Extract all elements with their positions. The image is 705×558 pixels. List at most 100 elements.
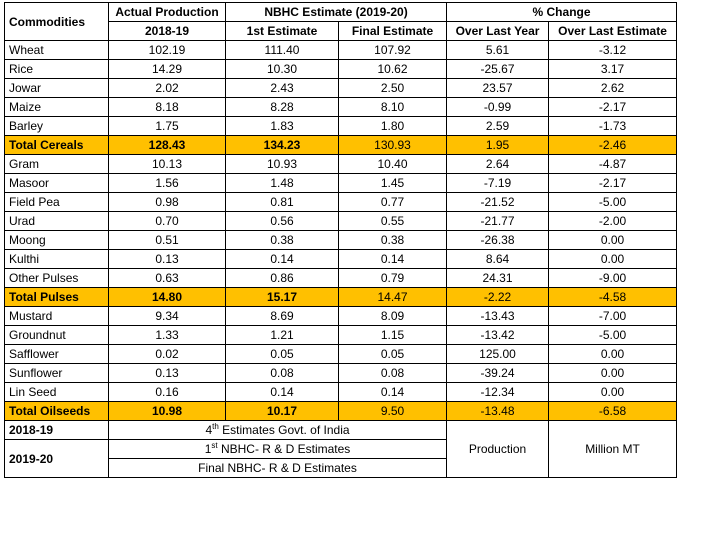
value-cell: -2.17 bbox=[548, 97, 678, 117]
commodity-name: Gram bbox=[4, 154, 109, 174]
value-cell: 0.70 bbox=[108, 211, 226, 231]
note-text: Estimates Govt. of India bbox=[218, 423, 350, 437]
header-cell: % Change bbox=[446, 2, 678, 22]
value-cell: 0.14 bbox=[225, 382, 339, 402]
value-cell: 1.15 bbox=[337, 325, 448, 345]
note-number: 1 bbox=[204, 442, 212, 456]
value-cell: 0.02 bbox=[108, 344, 226, 364]
data-row: Jowar 2.02 2.43 2.50 23.57 2.62 bbox=[4, 78, 678, 98]
value-cell: 1.56 bbox=[108, 173, 226, 193]
header-cell: Commodities bbox=[4, 2, 109, 41]
value-cell: 0.56 bbox=[225, 211, 339, 231]
value-cell: 1.80 bbox=[337, 116, 448, 136]
value-cell: 0.00 bbox=[548, 230, 678, 250]
value-cell: -0.99 bbox=[446, 97, 550, 117]
value-cell: 0.13 bbox=[108, 363, 226, 383]
note-suffix: st bbox=[211, 441, 218, 450]
value-cell: -4.58 bbox=[548, 287, 678, 307]
subheader-cell: 1st Estimate bbox=[225, 21, 339, 41]
footer-year: 2018-19 bbox=[4, 420, 109, 440]
value-cell: 125.00 bbox=[446, 344, 550, 364]
value-cell: 0.00 bbox=[548, 249, 678, 269]
value-cell: 0.00 bbox=[548, 363, 678, 383]
value-cell: -21.52 bbox=[446, 192, 550, 212]
value-cell: 3.17 bbox=[548, 59, 678, 79]
value-cell: 2.02 bbox=[108, 78, 226, 98]
value-cell: 9.50 bbox=[337, 401, 448, 421]
value-cell: 0.14 bbox=[337, 382, 448, 402]
commodity-name: Sunflower bbox=[4, 363, 109, 383]
value-cell: 2.62 bbox=[548, 78, 678, 98]
value-cell: 2.59 bbox=[446, 116, 550, 136]
commodity-name: Total Cereals bbox=[4, 135, 109, 155]
data-row: Lin Seed 0.16 0.14 0.14 -12.34 0.00 bbox=[4, 382, 678, 402]
value-cell: -13.42 bbox=[446, 325, 550, 345]
value-cell: 0.16 bbox=[108, 382, 226, 402]
value-cell: 130.93 bbox=[337, 135, 448, 155]
value-cell: -1.73 bbox=[548, 116, 678, 136]
value-cell: 1.83 bbox=[225, 116, 339, 136]
value-cell: 10.40 bbox=[337, 154, 448, 174]
value-cell: 14.47 bbox=[337, 287, 448, 307]
value-cell: -2.17 bbox=[548, 173, 678, 193]
note-cell: Final NBHC- R & D Estimates bbox=[107, 458, 448, 478]
value-cell: -3.12 bbox=[548, 40, 678, 60]
value-cell: 24.31 bbox=[446, 268, 550, 288]
value-cell: 2.43 bbox=[225, 78, 339, 98]
value-cell: -6.58 bbox=[548, 401, 678, 421]
value-cell: 0.13 bbox=[108, 249, 226, 269]
header-cell: NBHC Estimate (2019-20) bbox=[224, 2, 448, 22]
value-cell: -4.87 bbox=[548, 154, 678, 174]
commodity-name: Urad bbox=[4, 211, 109, 231]
note-text: Final NBHC- R & D Estimates bbox=[198, 461, 357, 475]
value-cell: 0.63 bbox=[108, 268, 226, 288]
commodity-name: Lin Seed bbox=[4, 382, 109, 402]
total-row: Total Oilseeds 10.98 10.17 9.50 -13.48 -6.58 bbox=[4, 401, 678, 421]
value-cell: 1.95 bbox=[446, 135, 550, 155]
subheader-cell: 2018-19 bbox=[108, 21, 226, 41]
subheader-row: 2018-19 1st Estimate Final Estimate Over La… bbox=[5, 21, 678, 41]
total-row: Total Pulses 14.80 15.17 14.47 -2.22 -4.58 bbox=[4, 287, 678, 307]
value-cell: 2.50 bbox=[337, 78, 448, 98]
commodity-name: Groundnut bbox=[4, 325, 109, 345]
value-cell: 10.62 bbox=[337, 59, 448, 79]
footer-year: 2019-20 bbox=[4, 439, 109, 478]
value-cell: 107.92 bbox=[337, 40, 448, 60]
value-cell: 0.05 bbox=[337, 344, 448, 364]
commodity-name: Moong bbox=[4, 230, 109, 250]
production-table: Commodities Actual Production NBHC Estimat… bbox=[4, 2, 678, 478]
value-cell: 9.34 bbox=[108, 306, 226, 326]
subheader-cell: Over Last Estimate bbox=[548, 21, 678, 41]
value-cell: 0.98 bbox=[108, 192, 226, 212]
data-row: Gram 10.13 10.93 10.40 2.64 -4.87 bbox=[4, 154, 678, 174]
value-cell: 10.98 bbox=[108, 401, 226, 421]
value-cell: 8.28 bbox=[225, 97, 339, 117]
value-cell: -13.48 bbox=[446, 401, 550, 421]
value-cell: 14.29 bbox=[108, 59, 226, 79]
value-cell: 128.43 bbox=[108, 135, 226, 155]
commodity-name: Other Pulses bbox=[4, 268, 109, 288]
value-cell: -5.00 bbox=[548, 192, 678, 212]
header-row: Commodities Actual Production NBHC Estimat… bbox=[4, 2, 678, 41]
footer-row: Final NBHC- R & D Estimates bbox=[5, 458, 677, 478]
data-row: Masoor 1.56 1.48 1.45 -7.19 -2.17 bbox=[4, 173, 678, 193]
value-cell: 10.93 bbox=[225, 154, 339, 174]
commodity-name: Total Oilseeds bbox=[4, 401, 109, 421]
data-row: Moong 0.51 0.38 0.38 -26.38 0.00 bbox=[4, 230, 678, 250]
value-cell: 102.19 bbox=[108, 40, 226, 60]
value-cell: 111.40 bbox=[225, 40, 339, 60]
note-number: 4 bbox=[205, 423, 213, 437]
value-cell: 0.14 bbox=[225, 249, 339, 269]
value-cell: -25.67 bbox=[446, 59, 550, 79]
value-cell: -2.22 bbox=[446, 287, 550, 307]
value-cell: 1.75 bbox=[108, 116, 226, 136]
value-cell: 8.09 bbox=[337, 306, 448, 326]
value-cell: 15.17 bbox=[225, 287, 339, 307]
value-cell: -2.46 bbox=[548, 135, 678, 155]
value-cell: 10.17 bbox=[225, 401, 339, 421]
value-cell: 1.21 bbox=[225, 325, 339, 345]
data-row: Groundnut 1.33 1.21 1.15 -13.42 -5.00 bbox=[4, 325, 678, 345]
note-cell: 1st NBHC- R & D Estimates bbox=[107, 439, 448, 459]
commodity-name: Masoor bbox=[4, 173, 109, 193]
unit-cell: Million MT bbox=[548, 420, 678, 478]
